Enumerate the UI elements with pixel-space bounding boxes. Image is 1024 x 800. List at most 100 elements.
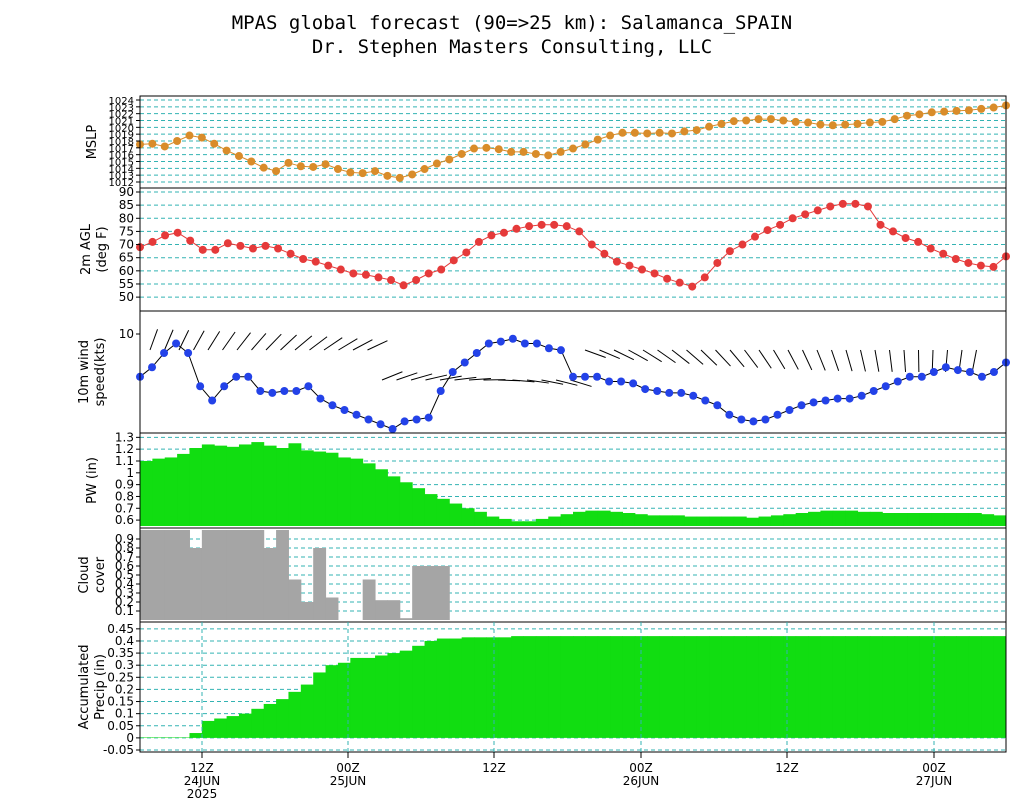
data-point (244, 372, 253, 381)
y-tick-label: 0.5 (115, 568, 134, 582)
data-point (280, 387, 289, 395)
data-point (286, 249, 295, 258)
wind-barb (512, 379, 535, 383)
data-point (507, 147, 516, 156)
data-point (210, 139, 219, 148)
panel-1: 1012101310141015101610171018101910201021… (85, 95, 1010, 189)
bar (548, 636, 562, 738)
bar (610, 511, 623, 526)
data-point (462, 248, 471, 257)
wind-barb (294, 335, 313, 351)
bar (251, 530, 265, 620)
data-point (208, 396, 217, 405)
data-point (474, 237, 483, 246)
bar (511, 521, 525, 526)
wind-barb (570, 379, 592, 387)
data-point (641, 385, 650, 394)
y-tick-label: 0.8 (115, 489, 134, 503)
y-tick-label: 60 (119, 264, 134, 278)
data-point (236, 241, 245, 250)
bar (313, 672, 327, 738)
data-point (773, 410, 782, 419)
bar (436, 566, 450, 620)
data-point (508, 334, 517, 343)
wind-barb (454, 376, 477, 381)
data-point (776, 220, 785, 229)
bar (944, 513, 958, 526)
data-point (680, 127, 689, 136)
data-point (813, 206, 822, 215)
data-point (779, 116, 788, 125)
bar (140, 530, 153, 620)
bar (387, 653, 401, 738)
bar (474, 637, 487, 738)
wind-barb (541, 379, 564, 385)
wind-barb (584, 349, 606, 358)
x-date-label: 26JUN (623, 774, 660, 788)
data-point (701, 396, 710, 405)
y-axis-label: Cloud cover (77, 556, 108, 593)
data-point (593, 135, 602, 144)
bar (238, 530, 252, 620)
data-point (763, 226, 772, 235)
data-point (304, 382, 313, 391)
y-tick-label: 1.1 (115, 454, 134, 468)
chart-title: MPAS global forecast (90=>25 km): Salama… (231, 12, 793, 34)
y-axis-label-line: (deg F) (95, 226, 110, 272)
y-tick-label: 0.6 (115, 559, 134, 573)
data-point (472, 349, 481, 357)
y-tick-label: -0.05 (103, 743, 134, 757)
data-point (519, 147, 528, 156)
data-point (336, 265, 345, 274)
y-tick-label: 1020 (109, 123, 134, 134)
bar (746, 636, 760, 738)
wind-barb (773, 349, 786, 370)
wind-barb (758, 349, 772, 369)
data-point (989, 368, 998, 376)
bar (919, 513, 933, 526)
y-tick-label: 1019 (109, 130, 134, 141)
data-point (562, 222, 571, 231)
data-point (801, 210, 810, 219)
bar (350, 657, 364, 738)
bar (869, 511, 883, 526)
wind-barb (396, 372, 418, 381)
bar (177, 530, 190, 620)
bar (548, 516, 562, 526)
data-point (650, 269, 659, 278)
y-tick-label: 10 (119, 327, 134, 341)
data-point (496, 337, 505, 346)
bar (981, 514, 995, 526)
bar (585, 636, 599, 738)
data-point (499, 228, 508, 237)
bar (919, 636, 933, 738)
y-tick-label: 1014 (109, 164, 134, 175)
bar (387, 476, 401, 526)
data-point (653, 387, 662, 395)
data-point (374, 273, 383, 282)
panel-3: 10 10m wind speed(kts) (77, 310, 1010, 434)
data-point (211, 245, 220, 254)
data-point (725, 410, 734, 419)
data-point (941, 363, 950, 372)
data-point (643, 129, 652, 138)
bar (721, 636, 735, 738)
wind-barb (671, 349, 690, 364)
data-point (612, 257, 621, 266)
wind-barb (323, 337, 343, 351)
data-point (531, 149, 540, 158)
data-point (977, 104, 986, 113)
data-point (989, 103, 998, 112)
data-point (976, 261, 985, 270)
data-point (581, 372, 590, 381)
bar (263, 445, 277, 526)
bar (152, 737, 166, 738)
data-point (833, 394, 842, 403)
bar (573, 511, 586, 526)
data-point (826, 202, 835, 211)
bar (622, 636, 636, 738)
panel-frame (139, 187, 1007, 312)
bar (647, 636, 661, 738)
bar (560, 636, 574, 738)
y-tick-label: 1018 (109, 137, 134, 148)
